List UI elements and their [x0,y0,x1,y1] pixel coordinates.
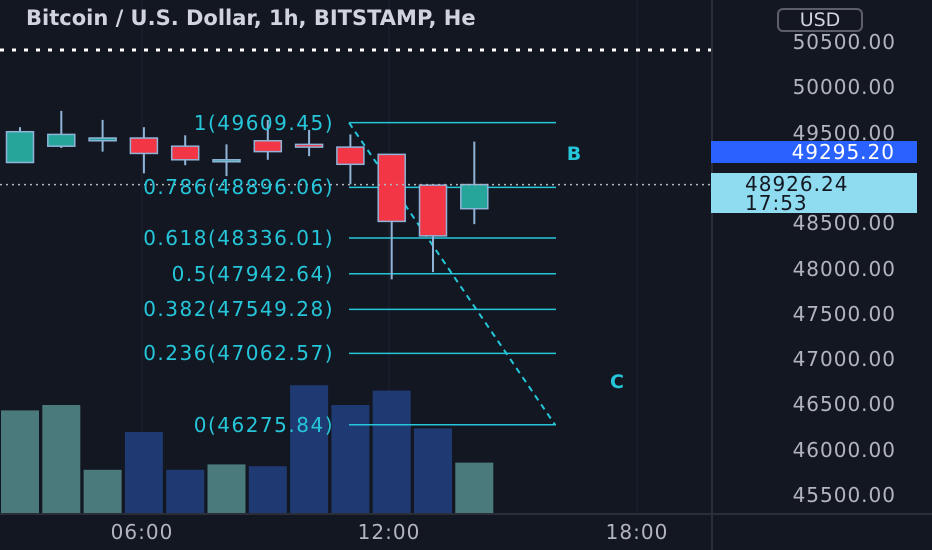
candle-body [377,153,406,223]
price-tick-label: 50500.00 [792,30,896,54]
candle-body [336,146,365,166]
candle [129,127,159,174]
candle-body [129,137,159,155]
fib-level-label: 1(49609.45) [193,110,334,135]
wave-c-label: C [610,371,624,393]
fib-level-label: 0.382(47549.28) [143,297,334,322]
price-lines [0,48,711,186]
price-tick-label: 47500.00 [792,301,896,326]
volume-bar [42,405,81,513]
volume-bar [414,428,452,513]
candle-body [5,130,35,164]
candle-body [253,140,283,153]
candle [418,184,448,273]
time-axis-divider [0,513,932,515]
candle [170,135,200,166]
candle [294,129,324,157]
volume-bar [166,469,205,513]
fib-level-label: 0.5(47942.64) [171,261,334,286]
candle [253,119,283,160]
volume-bar [1,410,39,513]
last-price-tag: 48926.24 17:53 [711,173,917,213]
candle-body [212,159,241,163]
volume-bar [207,464,246,513]
fib-level-label: 0(46275.84) [193,412,334,437]
candle [336,134,365,185]
candles[interactable] [5,110,489,280]
volume-bar [455,462,494,513]
wave-b-label: B [566,143,582,165]
candle-body [418,184,448,237]
fib-level-label: 0.786(48896.06) [143,175,334,200]
price-tick-label: 49500.00 [792,120,896,145]
volume-bar [83,469,122,513]
price-axis-divider [711,0,713,550]
last-price-value: 48926.24 [745,172,849,196]
candle-body [294,143,324,148]
candle [5,127,35,164]
time-tick-label: 12:00 [357,520,421,544]
time-tick-label: 18:00 [605,520,669,544]
volume-bars [1,385,494,513]
price-tick-label: 48500.00 [792,211,896,236]
currency-button[interactable]: USD [777,8,863,32]
price-tick-label: 48000.00 [792,256,896,281]
price-tick-label: 50000.00 [792,75,896,100]
candle-body [170,145,200,161]
candle-body [88,137,117,142]
volume-bar [331,405,370,513]
countdown-timer: 17:53 [745,191,808,215]
price-tick-label: 46500.00 [792,392,896,417]
candle [377,153,406,280]
price-tick-label: 46000.00 [792,437,896,462]
volume-bar [124,432,163,513]
volume-bar [248,466,287,513]
candle [47,110,76,149]
price-tick-label: 45500.00 [792,483,896,507]
candle [212,144,241,177]
volume-bar [372,390,411,513]
current-price-tag: 49295.20 [711,141,917,163]
chart-title: Bitcoin / U.S. Dollar, 1h, BITSTAMP, He [26,6,476,30]
fib-level-label: 0.618(48336.01) [143,226,334,251]
price-tick-label: 47000.00 [792,347,896,372]
candle-body [460,183,489,210]
candle-body [47,133,76,147]
fib-level-label: 0.236(47062.57) [143,341,334,366]
candle [460,141,489,225]
volume-bar [290,385,329,513]
candle [88,119,117,152]
time-tick-label: 06:00 [110,520,174,544]
